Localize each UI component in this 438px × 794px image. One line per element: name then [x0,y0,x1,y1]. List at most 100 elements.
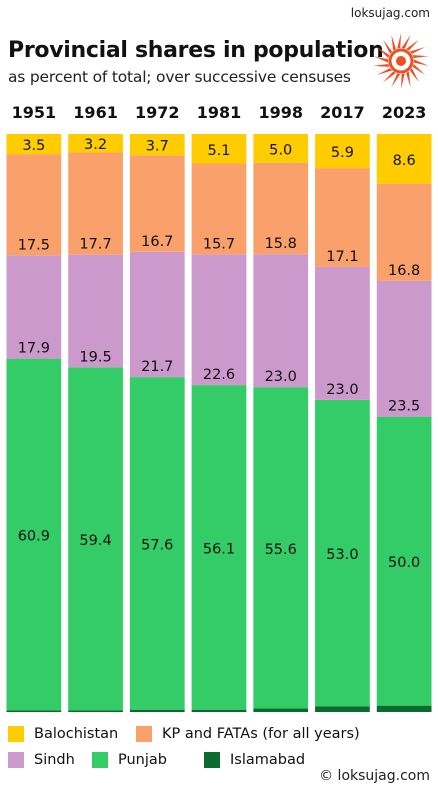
bar-segment [315,266,370,400]
bar-segment [253,708,309,712]
logo-ray [383,71,396,83]
logo-ray [412,64,426,75]
chart-title: Provincial shares in population [8,38,384,63]
site-label[interactable]: loksujag.com [350,6,430,20]
bar-segment [129,709,185,712]
data-label: 17.7 [79,237,111,253]
data-label: 3.5 [22,138,45,154]
logo-core [396,56,406,66]
bar-segment [129,251,185,378]
data-label: 23.0 [326,382,358,398]
data-label: 60.9 [18,528,50,544]
logo-ray [373,56,389,63]
logo-ray [376,47,390,58]
chart-subtitle: as percent of total; over successive cen… [8,68,351,86]
bar-segment [6,255,62,359]
stacked-bar-chart: 19510.360.917.917.53.519610.359.419.517.… [6,103,432,712]
logo-ray [409,47,426,54]
bar-segment [6,710,62,712]
x-tick-label: 1951 [12,103,57,122]
bar-segment [68,710,123,712]
legend-label-punjab: Punjab [118,752,167,768]
bar-segment [253,387,309,709]
data-label: 17.1 [326,249,358,265]
bar-segment [191,163,247,255]
data-label: 53.0 [326,547,358,563]
data-label: 8.6 [393,153,416,169]
data-label: 15.7 [203,236,235,252]
bar-segment [191,709,247,712]
legend-label-islamabad: Islamabad [230,752,306,768]
bar-segment [129,377,185,710]
legend-label-sindh: Sindh [34,752,75,768]
data-label: 50.0 [388,555,420,571]
bar-segment [68,152,123,255]
data-label: 56.1 [203,541,235,557]
data-label: 15.8 [265,236,297,252]
legend-label-kp-fata: KP and FATAs (for all years) [162,726,360,742]
bar-segment [68,367,123,711]
bar-segment [129,155,185,252]
logo-ray [406,71,411,88]
bar-segment [191,385,247,710]
logo-ray [409,68,419,83]
legend-item-islamabad: Islamabad [204,752,305,768]
bar-segment [6,134,62,155]
bar-segment [376,705,432,712]
data-label: 5.1 [207,143,230,159]
x-tick-label: 2023 [382,103,427,122]
data-label: 55.6 [265,542,297,558]
logo-ray [401,73,405,89]
logo-ray [406,39,419,51]
data-label: 3.7 [146,139,169,155]
legend-swatch-sindh [8,752,24,768]
x-tick-label: 1998 [258,103,303,122]
legend-item-punjab: Punjab [92,752,167,768]
logo-ray [391,73,401,88]
legend-item-sindh: Sindh [8,752,75,768]
logo-ring [388,48,414,74]
bar-segment [253,162,309,255]
bar-segment [315,134,370,169]
data-label: 17.5 [18,237,50,253]
legend-item-balochistan: Balochistan [8,726,118,742]
data-label: 23.5 [388,399,420,415]
data-label: 57.6 [141,537,173,553]
data-label: 17.9 [18,341,50,357]
x-tick-label: 1981 [197,103,242,122]
data-label: 5.0 [269,142,292,158]
logo-ray [391,34,396,51]
legend-label-balochistan: Balochistan [34,726,119,742]
data-label: 16.8 [388,263,420,279]
legend-item-kp-fata: KP and FATAs (for all years) [136,726,360,742]
chart-legend: Balochistan KP and FATAs (for all years)… [8,722,434,774]
bar-segment [376,280,432,417]
bar-segment [191,134,247,164]
bar-segment [315,399,370,707]
data-label: 21.7 [141,359,173,375]
logo-ray [413,59,429,66]
data-label: 3.2 [84,137,107,153]
logo-ray [397,33,401,49]
data-label: 16.7 [141,234,173,250]
bar-segment [129,134,185,156]
logo-ray [412,55,429,58]
copyright-label: © loksujag.com [319,768,430,784]
bar-segment [68,254,123,368]
legend-swatch-punjab [92,752,108,768]
data-label: 59.4 [79,533,111,549]
legend-swatch-balochistan [8,726,24,742]
logo-ray [376,68,393,75]
bar-segment [315,168,370,267]
bar-segment [253,134,309,163]
data-label: 5.9 [331,145,354,161]
legend-swatch-kp-fata [136,726,152,742]
bar-segment [6,154,62,256]
data-label: 19.5 [79,349,111,365]
logo-ray [401,34,411,49]
logo-ray [373,64,390,67]
logo-ray [383,39,393,54]
bar-segment [6,358,62,711]
data-label: 22.6 [203,367,235,383]
bar-segment [191,254,247,386]
